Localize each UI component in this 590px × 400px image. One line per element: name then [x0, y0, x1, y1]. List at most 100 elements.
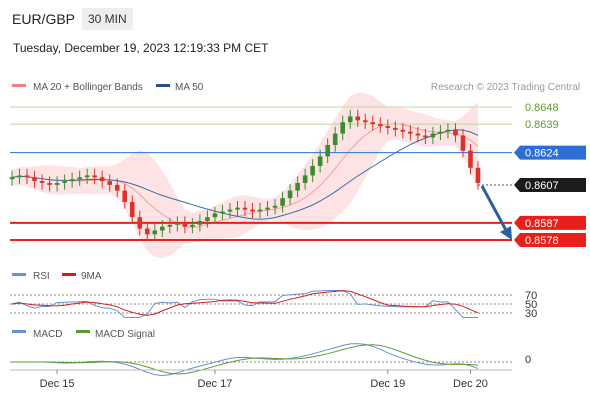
candle-body: [212, 213, 218, 218]
credit-label: Research © 2023 Trading Central: [431, 82, 580, 93]
candle-body: [265, 207, 270, 210]
last-price-value: 0.8607: [525, 180, 559, 192]
candle-body: [129, 202, 135, 218]
level-label-0.8587: 0.8587: [525, 218, 559, 230]
rsi-legend-swatch: [12, 273, 26, 276]
candle-body: [227, 209, 233, 212]
rsi-level-label-50: 50: [525, 299, 537, 311]
level-tag-0.8624: [514, 145, 586, 160]
candle-body: [332, 133, 338, 145]
candle-body: [39, 181, 45, 183]
candle-body: [393, 127, 398, 130]
macd-signal-legend-label: MACD Signal: [95, 329, 155, 340]
candle-body: [295, 183, 300, 191]
symbol-title: EUR/GBP: [12, 11, 76, 27]
candle-body: [415, 133, 421, 136]
candle-body: [235, 207, 240, 210]
price-levels: 0.8648 0.8639 0.8624 0.8587 0.8578: [10, 102, 586, 247]
macd-signal-line: [12, 344, 479, 375]
rsi-ma-line: [11, 290, 479, 316]
candle-body: [460, 135, 466, 151]
candle-body: [122, 190, 128, 202]
candle-body: [114, 184, 120, 191]
ma20-legend-label: MA 20 + Bollinger Bands: [33, 82, 143, 93]
candle-body: [160, 226, 165, 231]
candle-body: [205, 217, 210, 221]
level-label-0.8639: 0.8639: [525, 119, 559, 131]
x-tick-label: Dec 17: [198, 378, 233, 390]
candle-body: [99, 177, 105, 182]
candle-body: [24, 175, 30, 178]
macd-zero-label: 0: [525, 354, 531, 366]
forecast-arrow: [480, 185, 509, 233]
candle-body: [287, 190, 293, 199]
candle-body: [400, 129, 406, 132]
last-price-tag: [514, 178, 586, 192]
macd-line: [12, 343, 479, 377]
candle-body: [453, 129, 458, 136]
candle-body: [257, 209, 263, 212]
candle-body: [182, 222, 188, 227]
bollinger-band: [12, 92, 478, 258]
candle-body: [62, 181, 67, 183]
candle-body: [430, 133, 436, 138]
candle-body: [370, 122, 376, 125]
candle-body: [190, 224, 195, 227]
candle-body: [32, 177, 37, 182]
candle-body: [280, 198, 285, 206]
datetime-label: Tuesday, December 19, 2023 12:19:33 PM C…: [13, 41, 269, 55]
candle-body: [54, 183, 60, 185]
candle-body: [438, 131, 443, 134]
candle-body: [242, 207, 248, 210]
candle-body: [340, 122, 346, 134]
level-label-0.8624: 0.8624: [525, 148, 559, 160]
candle-body: [152, 230, 158, 235]
x-tick-label: Dec 20: [453, 378, 488, 390]
candle-body: [408, 131, 413, 134]
rsi-level-label-70: 70: [525, 290, 537, 302]
candle-body: [220, 211, 225, 214]
level-tag-0.8587: [514, 215, 586, 230]
candle-body: [423, 135, 428, 138]
level-tag-0.8578: [514, 233, 586, 247]
candle-body: [272, 205, 278, 208]
candle-body: [468, 150, 473, 168]
candle-body: [144, 228, 150, 235]
candle-body: [197, 221, 203, 225]
candle-body: [302, 175, 308, 183]
rsi-line: [11, 290, 478, 318]
candle-body: [92, 175, 97, 178]
candle-body: [137, 217, 143, 229]
candle-body: [175, 222, 180, 225]
macd-panel: 0: [10, 343, 531, 377]
candle-body: [77, 177, 82, 180]
candle-body: [250, 209, 255, 212]
macd-signal-legend-swatch: [76, 330, 90, 333]
x-axis: Dec 15 Dec 17 Dec 19 Dec 20: [40, 370, 488, 390]
candle-body: [167, 224, 173, 227]
ma50-line: [11, 129, 479, 220]
candle-body: [107, 181, 113, 185]
candle-body: [475, 167, 481, 183]
macd-legend-swatch: [12, 330, 26, 333]
timeframe-badge[interactable]: 30 MIN: [82, 8, 133, 30]
ma50-legend-label: MA 50: [175, 82, 204, 93]
forecast-arrow-head: [500, 226, 512, 240]
candle-body: [9, 177, 15, 180]
bollinger-band-fill: [12, 92, 478, 258]
x-tick-label: Dec 19: [370, 378, 405, 390]
candle-body: [310, 165, 315, 176]
level-label-0.8648: 0.8648: [525, 102, 559, 114]
rsi-level-label-30: 30: [525, 308, 537, 320]
ma50-legend-swatch: [156, 84, 170, 87]
x-tick-label: Dec 15: [40, 378, 75, 390]
ma20-legend-swatch: [12, 84, 26, 87]
candle-body: [355, 116, 361, 121]
candles: [9, 109, 481, 241]
candle-body: [47, 183, 52, 185]
rsi-ma-legend-swatch: [62, 273, 76, 276]
candle-body: [69, 179, 75, 182]
candle-body: [347, 116, 353, 123]
